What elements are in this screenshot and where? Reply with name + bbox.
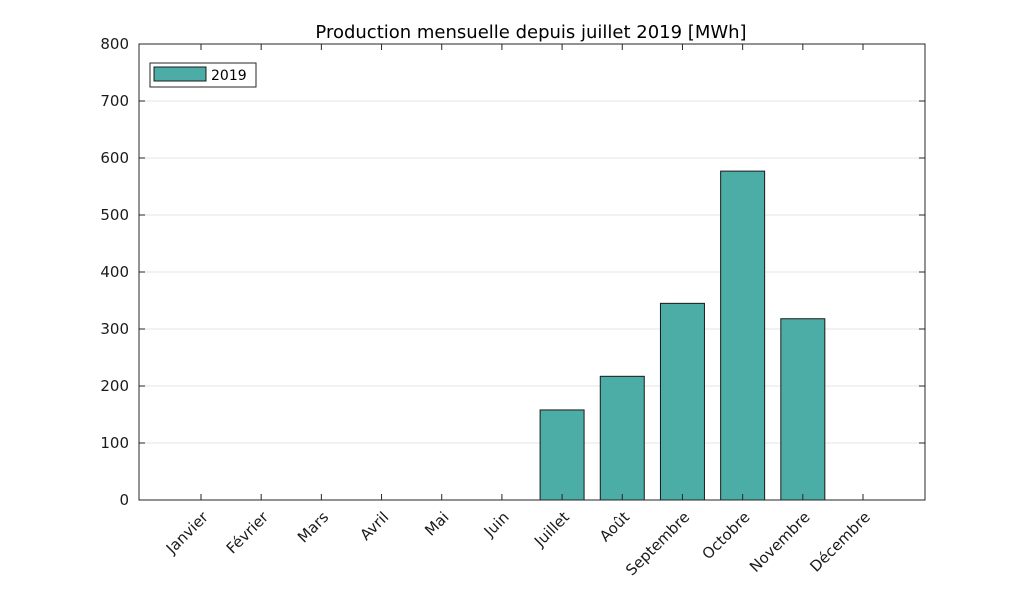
y-tick-label: 500 [100,206,129,224]
legend-label-2019: 2019 [211,68,247,84]
y-tick-label: 600 [100,149,129,167]
legend-swatch [153,66,207,82]
x-tick-label: Mars [294,508,332,546]
y-tick-label: 200 [100,377,129,395]
y-tick-label: 800 [100,35,129,53]
x-tick-label: Juillet [530,508,573,551]
x-tick-label: Octobre [699,508,754,563]
y-tick-label: 700 [100,92,129,110]
x-tick-label: Février [223,508,273,558]
x-tick-label: Septembre [622,508,693,579]
bar-9 [720,170,766,501]
grid-lines [139,100,925,444]
x-tick-label: Juin [480,508,513,541]
bar-7 [599,375,645,501]
x-tick-label: Novembre [746,508,814,576]
bars [539,170,826,501]
x-tick-label: Août [596,508,633,545]
x-tick-label: Décembre [806,508,874,576]
y-tick-label: 100 [100,434,129,452]
y-tick-label: 400 [100,263,129,281]
x-tick-label: Mai [421,508,452,539]
y-tick-label: 300 [100,320,129,338]
legend: 2019 [149,62,257,88]
bar-6 [539,409,585,501]
x-tick-label: Avril [356,508,392,544]
y-tick-label: 0 [119,491,129,509]
chart-title: Production mensuelle depuis juillet 2019… [315,22,746,43]
x-tick-label: Janvier [162,508,212,558]
bar-8 [659,302,705,501]
bar-10 [780,318,826,501]
